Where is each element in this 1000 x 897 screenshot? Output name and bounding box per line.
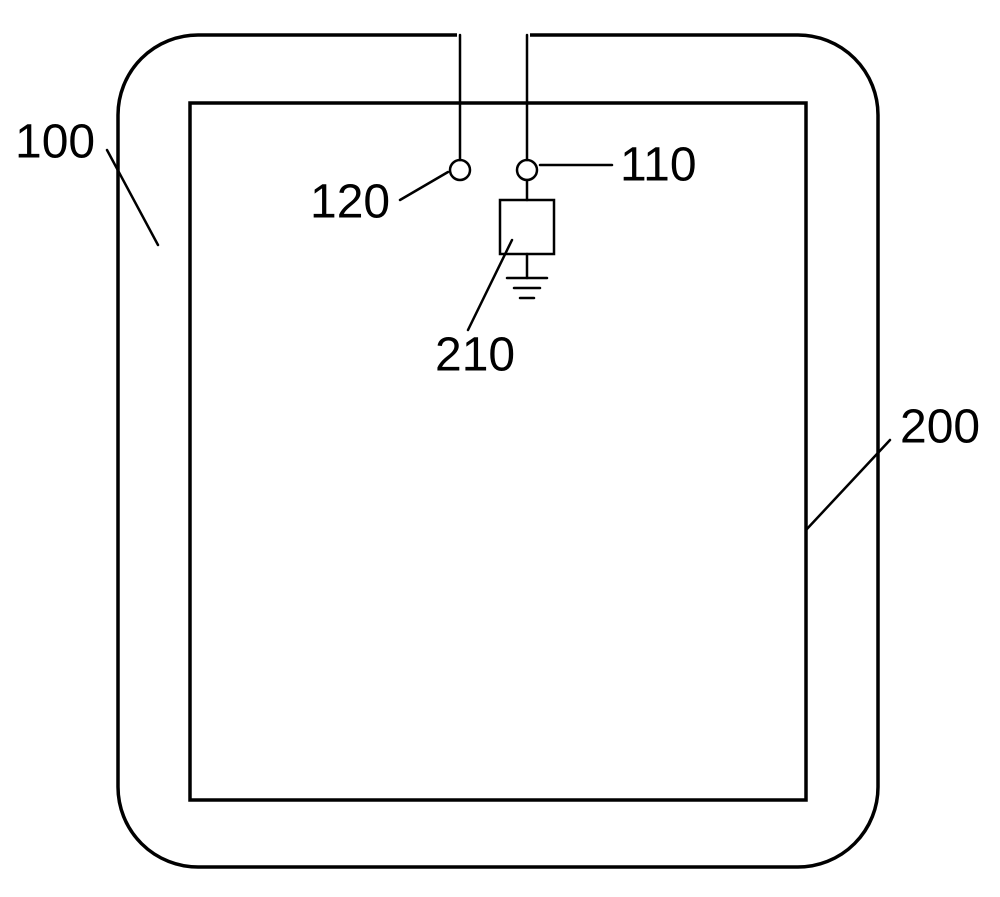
inner-rectangle	[190, 103, 806, 800]
label-100: 100	[15, 116, 95, 169]
label-110: 110	[620, 139, 697, 192]
label-210: 210	[435, 329, 515, 382]
ground-symbol	[507, 278, 547, 298]
outer-frame	[118, 35, 878, 867]
terminal-node-right	[517, 160, 537, 180]
terminal-node-left	[450, 160, 470, 180]
leader-120	[400, 172, 448, 200]
label-200: 200	[900, 401, 980, 454]
label-120: 120	[310, 176, 390, 229]
leader-210	[468, 240, 512, 330]
leader-100	[107, 150, 158, 245]
schematic-diagram: 100 120 110 210 200	[0, 0, 1000, 897]
